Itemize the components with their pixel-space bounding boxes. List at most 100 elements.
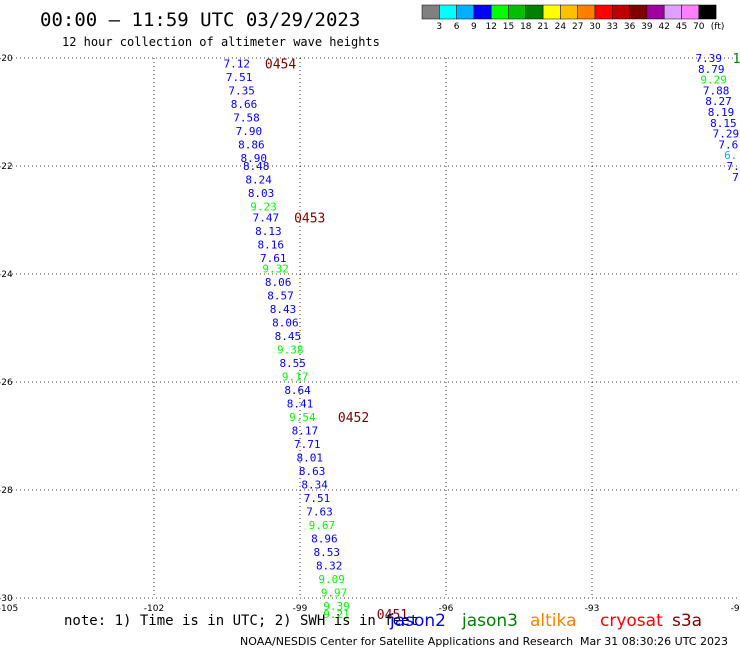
swh-point-label: 7.58 — [233, 111, 260, 124]
swh-point-label: 7.39 — [696, 52, 723, 65]
swh-point-label: 7.90 — [236, 125, 263, 138]
swh-point-label: 8.86 — [238, 138, 265, 151]
pass-time-label: 0451 — [377, 608, 408, 623]
swh-point-label: 8.06 — [272, 317, 299, 330]
satellite-legend: jason2 jason3 altika cryosat s3a — [389, 611, 702, 631]
swh-point-label: 9.21 — [323, 608, 350, 621]
swh-point-label: 7.12 — [223, 57, 250, 70]
pass-time-label: 0452 — [338, 411, 369, 426]
colorbar-label: 27 — [572, 22, 583, 32]
x-tick-label: -93 — [585, 604, 600, 614]
colorbar-label: 18 — [520, 22, 532, 32]
swh-point-label: 8.96 — [311, 533, 338, 546]
pass-time-label: 10 — [733, 52, 740, 67]
swh-point-label: 7. — [727, 160, 740, 173]
colorbar-swatch — [542, 4, 561, 20]
y-tick-label: -28 — [0, 486, 13, 496]
x-tick-label: -99 — [293, 604, 308, 614]
swh-point-label: 9.09 — [318, 573, 345, 586]
swh-point-label: 8.55 — [279, 357, 306, 370]
chart-subtitle: 12 hour collection of altimeter wave hei… — [62, 35, 380, 49]
legend-item: jason2 — [389, 611, 446, 631]
colorbar-label: 42 — [658, 22, 669, 32]
x-tick-label: -102 — [144, 604, 164, 614]
colorbar-label: 15 — [503, 22, 514, 32]
swh-point-label: 6. — [724, 149, 737, 162]
colorbar-swatch — [473, 4, 492, 20]
footer-note: note: 1) Time is in UTC; 2) SWH is in fe… — [64, 613, 418, 629]
swh-point-label: 8.63 — [299, 465, 326, 478]
swh-point-label: 8.27 — [705, 95, 732, 108]
swh-point-label: 9.67 — [309, 519, 336, 532]
colorbar-label: 30 — [589, 22, 601, 32]
colorbar-label: 70 — [693, 22, 705, 32]
colorbar-swatch — [646, 4, 665, 20]
x-tick-label: -90 — [731, 604, 740, 614]
swh-point-label: 8.13 — [255, 225, 282, 238]
swh-point-label: 9.54 — [289, 411, 316, 424]
colorbar-label: 12 — [485, 22, 496, 32]
swh-point-label: 8.15 — [710, 117, 737, 130]
colorbar-swatch — [456, 4, 475, 20]
colorbar-label: 39 — [641, 22, 653, 32]
colorbar-swatch — [421, 4, 440, 20]
colorbar-swatch — [629, 4, 648, 20]
swh-point-label: 9.32 — [262, 263, 289, 276]
swh-point-label: 8.16 — [258, 238, 285, 251]
swh-point-label: 8.64 — [284, 384, 311, 397]
colorbar-label: 45 — [676, 22, 687, 32]
swh-data-points: 7.127.517.358.667.587.908.868.908.488.24… — [223, 52, 739, 621]
colorbar-swatch — [612, 4, 630, 20]
swh-point-label: 8.32 — [316, 560, 343, 573]
swh-point-label: 7 — [732, 171, 739, 184]
swh-point-label: 8.43 — [270, 303, 297, 316]
colorbar-label: 6 — [454, 22, 460, 32]
colorbar-label: 21 — [537, 22, 548, 32]
swh-point-label: 8.45 — [275, 330, 302, 343]
colorbar-label: 9 — [471, 22, 477, 32]
x-tick-label: -96 — [439, 604, 454, 614]
legend-item: s3a — [672, 611, 702, 631]
plot-grid — [8, 57, 738, 599]
legend-item: jason3 — [461, 611, 518, 631]
colorbar-swatch — [439, 4, 457, 20]
swh-point-label: 7.51 — [304, 492, 331, 505]
swh-point-label: 8.41 — [287, 398, 314, 411]
swh-point-label: 7.61 — [260, 252, 287, 265]
axis-tick-labels: -20 -22 -24 -26 -28 -30-105 -102 -99 -96 -93 -90 — [0, 54, 740, 614]
colorbar-label: 33 — [607, 22, 618, 32]
swh-point-label: 7.6 — [718, 138, 738, 151]
swh-point-label: 7.51 — [226, 71, 253, 84]
footer-timestamp: Mar 31 08:30:26 UTC 2023 — [580, 635, 728, 648]
footer-credit: NOAA/NESDIS Center for Satellite Applica… — [240, 635, 573, 648]
swh-point-label: 8.34 — [301, 479, 328, 492]
swh-point-label: 7.29 — [713, 128, 740, 141]
y-tick-label: -30 — [0, 594, 13, 604]
colorbar-swatch — [681, 4, 700, 20]
colorbar-swatch — [577, 4, 596, 20]
swh-point-label: 8.57 — [267, 290, 294, 303]
swh-point-label: 9.97 — [321, 587, 348, 600]
swh-point-label: 7.71 — [294, 438, 321, 451]
colorbar-swatch — [663, 4, 682, 20]
swh-point-label: 8.17 — [292, 425, 319, 438]
swh-point-label: 7.47 — [253, 211, 280, 224]
colorbar-label: 24 — [555, 22, 567, 32]
swh-point-label: 8.06 — [265, 276, 292, 289]
swh-point-label: 8.79 — [698, 63, 725, 76]
colorbar-swatch — [525, 4, 544, 20]
swh-point-label: 8.48 — [243, 160, 270, 173]
swh-point-label: 9.23 — [250, 201, 277, 214]
colorbar-swatch — [508, 4, 527, 20]
swh-point-label: 7.88 — [703, 84, 730, 97]
y-tick-label: -20 — [0, 54, 13, 64]
swh-point-label: 7.35 — [228, 84, 255, 97]
colorbar-label: 36 — [624, 22, 636, 32]
y-tick-label: -24 — [0, 270, 13, 280]
colorbar-swatch — [594, 4, 613, 20]
colorbar-swatch — [560, 4, 578, 20]
legend-item: cryosat — [600, 611, 663, 631]
swh-point-label: 8.19 — [708, 106, 735, 119]
y-tick-label: -22 — [0, 162, 13, 172]
